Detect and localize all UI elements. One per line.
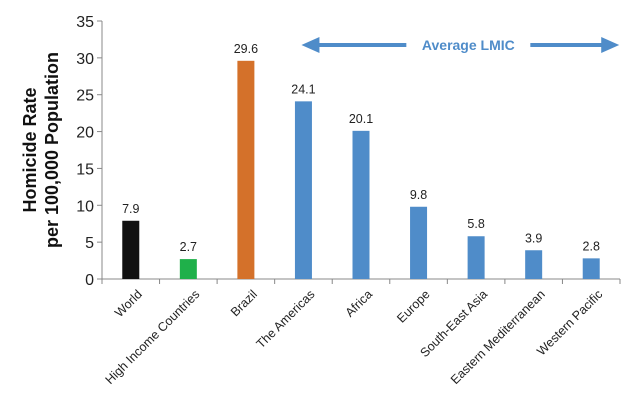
bar-value-label: 2.8 — [583, 239, 600, 253]
bar-value-label: 29.6 — [234, 42, 258, 56]
bar — [352, 130, 370, 279]
bar-value-label: 9.8 — [410, 188, 427, 202]
x-tick-label: Brazil — [228, 287, 260, 319]
average-lmic-label: Average LMIC — [422, 37, 515, 53]
bar-value-label: 20.1 — [349, 112, 373, 126]
bar — [122, 220, 140, 279]
y-tick-label: 25 — [76, 88, 94, 105]
y-tick-label: 10 — [76, 198, 94, 215]
x-tick-label: High Income Countries — [103, 287, 203, 387]
x-tick-label: The Americas — [254, 287, 318, 351]
arrow-head-right — [601, 37, 620, 53]
x-tick-label: World — [112, 287, 145, 320]
bar-value-label: 5.8 — [467, 217, 484, 231]
bar — [410, 206, 428, 279]
x-tick-label: Eastern Mediterranean — [448, 287, 548, 387]
bar-value-label: 2.7 — [180, 240, 197, 254]
y-tick-label: 5 — [85, 235, 94, 252]
y-axis: 0 5 10 15 20 25 30 35 — [76, 14, 103, 289]
y-tick-label: 30 — [76, 51, 94, 68]
x-tick-label: Africa — [343, 287, 376, 320]
y-axis-label-line1: Homicide Rate — [20, 87, 40, 212]
y-tick-label: 15 — [76, 161, 94, 178]
bar-value-label: 3.9 — [525, 231, 542, 245]
y-axis-label-line2: per 100,000 Population — [42, 52, 62, 248]
bar — [525, 250, 543, 279]
bar — [582, 258, 600, 279]
y-tick-label: 35 — [76, 14, 94, 31]
y-tick-label: 0 — [85, 272, 94, 289]
average-lmic-annotation: Average LMIC — [301, 37, 620, 53]
bar-value-label: 24.1 — [291, 82, 315, 96]
y-tick-label: 20 — [76, 125, 94, 142]
y-axis-label: Homicide Rate per 100,000 Population — [20, 52, 62, 248]
bar — [294, 101, 312, 279]
bar — [237, 60, 255, 280]
x-tick-label: Europe — [394, 287, 432, 325]
bar-value-label: 7.9 — [122, 202, 139, 216]
bar — [179, 259, 197, 279]
arrow-head-left — [301, 37, 320, 53]
bars: 7.9 2.7 29.6 24.1 20.1 9.8 5.8 3.9 2.8 — [122, 42, 600, 280]
bar — [467, 236, 485, 279]
